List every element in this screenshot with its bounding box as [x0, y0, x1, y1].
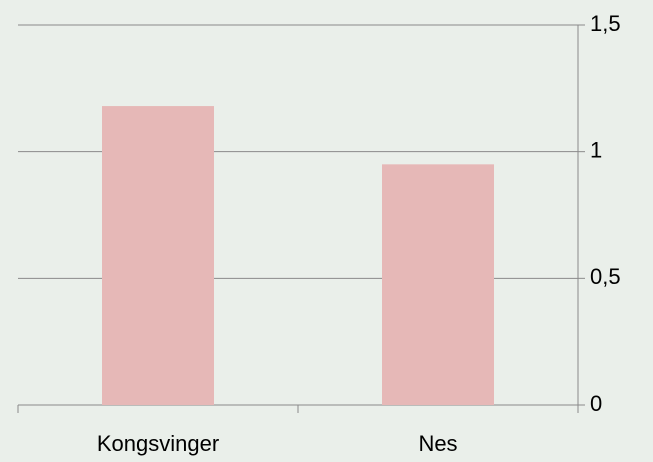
y-tick-label: 1,5	[590, 11, 621, 36]
y-tick-label: 0,5	[590, 264, 621, 289]
x-tick-label: Nes	[418, 431, 457, 456]
y-tick-label: 0	[590, 391, 602, 416]
x-tick-label: Kongsvinger	[97, 431, 219, 456]
bar	[382, 164, 494, 405]
bar	[102, 106, 214, 406]
y-tick-label: 1	[590, 137, 602, 162]
